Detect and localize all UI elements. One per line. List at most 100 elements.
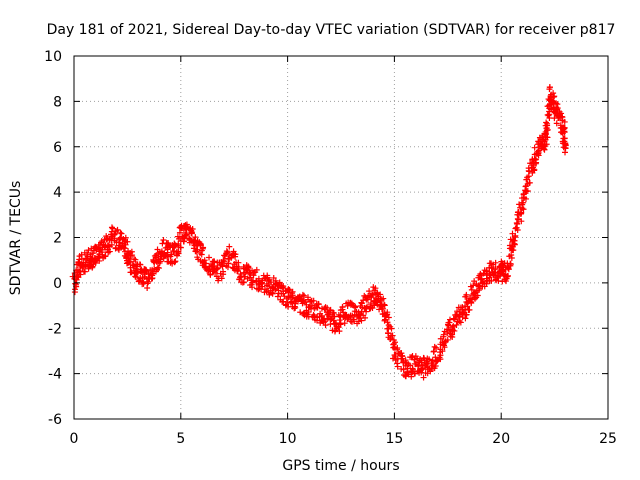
data-point [122,234,129,241]
data-point [468,300,475,307]
data-point [98,238,105,245]
data-point [508,252,515,258]
data-point [466,306,473,313]
data-point [287,299,294,306]
data-point [399,352,406,359]
data-point [420,374,427,381]
data-point [402,357,409,364]
data-point [168,251,175,258]
data-point [206,254,213,261]
data-point [544,111,551,118]
y-tick-label: 2 [53,231,62,247]
data-point [551,93,558,100]
data-point [314,304,321,311]
data-point [199,245,206,252]
data-point [253,266,260,273]
data-point [474,292,481,299]
data-point [219,263,226,270]
data-point [366,288,373,295]
data-point [491,270,498,277]
x-tick-label: 5 [176,431,185,447]
data-point [362,314,369,321]
data-point [96,257,103,264]
data-point [544,103,551,110]
data-point [89,263,96,270]
data-points [69,84,569,381]
data-point [400,366,407,373]
data-point [226,243,233,250]
data-point [235,259,242,266]
data-point [518,218,525,225]
data-point [358,317,365,324]
data-point [543,119,550,126]
data-point [514,215,521,222]
data-point [194,246,201,253]
x-axis-label: GPS time / hours [282,458,399,474]
data-point [128,269,135,276]
data-point [476,286,483,293]
data-point [352,303,359,310]
data-point [207,271,214,278]
data-point [266,283,273,290]
data-point [562,141,569,148]
data-point [378,296,385,303]
data-point [543,141,550,148]
data-point [439,348,446,355]
data-point [561,128,568,135]
data-point [483,280,490,287]
data-point [127,258,134,265]
data-point [394,344,401,351]
data-point [172,258,179,265]
data-point [286,286,293,293]
data-point [408,373,415,380]
x-tick-label: 0 [70,431,79,447]
data-point [76,256,83,263]
data-point [524,187,531,194]
data-point [211,258,218,265]
y-tick-label: -6 [48,412,62,428]
data-point [451,327,458,334]
data-point [381,302,388,309]
data-point [280,298,287,305]
data-point [261,275,268,282]
data-point [544,134,551,141]
data-point [454,308,461,315]
data-point [472,295,479,302]
grid [74,56,608,419]
data-point [384,319,391,326]
data-point [381,301,388,308]
data-point [381,317,388,324]
data-point [171,259,178,266]
data-point [239,279,246,286]
data-point [315,300,322,307]
data-point [140,279,147,286]
data-point [124,238,131,245]
data-point [504,273,511,280]
data-point [131,256,138,263]
data-point [463,291,470,298]
data-point [285,286,292,293]
data-point [504,272,511,279]
data-point [214,265,221,272]
y-tick-label: 8 [53,94,62,110]
data-point [414,368,421,375]
data-point [132,273,139,280]
data-point [430,348,437,355]
data-point [198,251,205,258]
data-point [431,343,438,350]
data-point [320,318,327,325]
data-point [470,282,477,289]
data-point [433,344,440,351]
data-point [385,314,392,321]
data-point [176,229,183,236]
data-point [225,260,232,267]
data-point [183,226,190,233]
data-point [457,319,464,326]
data-point [508,255,515,262]
data-point [189,226,196,233]
data-point [280,283,287,290]
data-point [350,316,357,323]
y-tick-label: 6 [53,140,62,156]
data-point [440,331,447,338]
data-point [524,174,531,181]
